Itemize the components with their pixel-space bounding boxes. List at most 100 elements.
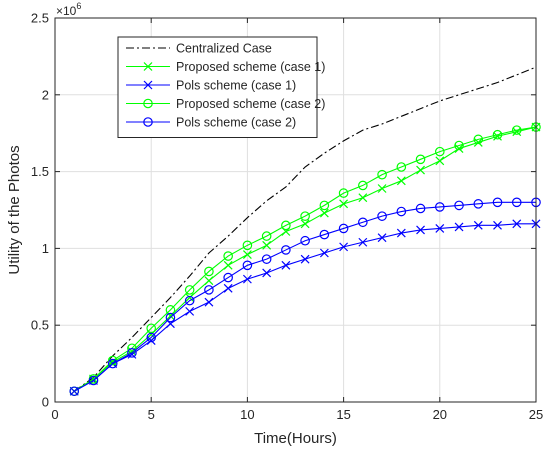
data-point — [223, 260, 233, 270]
marker-stroke — [377, 233, 387, 243]
legend-box — [117, 36, 318, 138]
data-point — [396, 206, 407, 217]
data-point — [204, 297, 214, 307]
data-point — [319, 229, 330, 240]
data-point — [69, 386, 80, 397]
axes-box — [54, 17, 537, 403]
data-point — [184, 285, 195, 295]
legend-item: Pols scheme (case 1) — [126, 79, 296, 93]
data-point — [377, 233, 387, 243]
x-axis-label: Time(Hours) — [254, 430, 337, 447]
data-point — [185, 306, 195, 316]
data-point — [300, 254, 310, 264]
legend-label: Centralized Case — [176, 42, 272, 56]
y-axis-multiplier: ×106 — [56, 1, 81, 18]
x-tick-label: 15 — [336, 407, 350, 422]
y-multiplier-exponent: 6 — [76, 1, 81, 11]
data-point — [339, 242, 349, 252]
data-point — [377, 211, 387, 221]
data-point — [396, 176, 406, 186]
data-point — [242, 260, 253, 271]
marker-stroke — [319, 208, 329, 218]
y-tick-label: 1.5 — [31, 164, 49, 179]
marker-stroke — [143, 80, 153, 90]
legend-marker — [143, 117, 153, 127]
marker-stroke — [300, 219, 310, 229]
marker-stroke — [435, 156, 445, 166]
marker-stroke — [416, 225, 425, 235]
series-5 — [69, 197, 541, 397]
data-point — [493, 220, 502, 230]
data-point — [358, 217, 368, 228]
legend: Centralized Case Proposed scheme (case 1)… — [117, 36, 325, 138]
data-point — [454, 200, 464, 211]
series-1 — [73, 66, 537, 392]
data-point — [127, 348, 137, 358]
marker-stroke — [204, 276, 214, 286]
data-point — [300, 235, 310, 246]
data-point — [416, 165, 425, 175]
data-point — [358, 180, 368, 191]
y-tick-label: 0 — [42, 395, 49, 410]
y-tick-label: 2.5 — [31, 11, 49, 26]
data-point — [261, 231, 272, 241]
marker-stroke — [512, 219, 522, 229]
data-point — [415, 203, 426, 214]
x-tick-label: 20 — [433, 407, 447, 422]
data-point — [396, 228, 406, 238]
data-point — [300, 211, 310, 221]
y-axis-label: Utility of the Photos — [6, 145, 23, 274]
data-point — [242, 274, 252, 284]
data-point — [358, 237, 368, 247]
legend-item: Proposed scheme (case 1) — [126, 60, 325, 74]
data-point — [492, 197, 503, 208]
data-point — [223, 283, 233, 293]
marker-stroke — [223, 283, 233, 293]
data-point — [262, 268, 272, 278]
data-point — [262, 240, 272, 250]
data-point — [146, 336, 156, 345]
data-point — [338, 188, 349, 198]
data-point — [223, 251, 233, 261]
data-point — [165, 312, 176, 323]
data-point — [261, 254, 272, 264]
data-point — [358, 193, 368, 203]
data-point — [319, 208, 329, 218]
marker-stroke — [242, 274, 252, 284]
data-point — [473, 220, 483, 230]
marker-stroke — [454, 222, 464, 232]
marker-stroke — [339, 242, 349, 252]
axes — [54, 17, 537, 403]
data-point — [165, 305, 176, 315]
legend-marker — [143, 62, 153, 71]
data-point — [454, 222, 464, 232]
data-point — [511, 197, 522, 208]
legend-item: Centralized Case — [126, 42, 272, 56]
data-point — [473, 134, 484, 145]
legend-item: Pols scheme (case 2) — [126, 116, 296, 130]
marker-stroke — [473, 137, 483, 147]
data-point — [281, 260, 291, 270]
data-point — [434, 202, 445, 212]
legend-label: Pols scheme (case 2) — [176, 116, 296, 130]
tick-labels: 0 5 10 15 20 25 0 0.5 1 1.5 2 2.5 — [31, 11, 543, 423]
marker-stroke — [319, 248, 329, 258]
series-line — [73, 126, 537, 392]
legend-marker — [143, 80, 153, 90]
data-point — [204, 285, 214, 295]
data-point — [281, 220, 291, 231]
y-tick-label: 2 — [42, 87, 49, 102]
data-point — [107, 355, 118, 366]
legend-label: Proposed scheme (case 2) — [176, 97, 325, 111]
marker-stroke — [146, 336, 156, 345]
series-3 — [69, 219, 541, 396]
data-point — [339, 199, 349, 209]
marker-stroke — [416, 165, 425, 175]
data-point — [300, 219, 310, 229]
marker-stroke — [358, 237, 368, 247]
data-point — [415, 154, 426, 165]
marker-stroke — [185, 293, 195, 302]
series-line — [73, 201, 536, 392]
data-point — [146, 323, 156, 334]
